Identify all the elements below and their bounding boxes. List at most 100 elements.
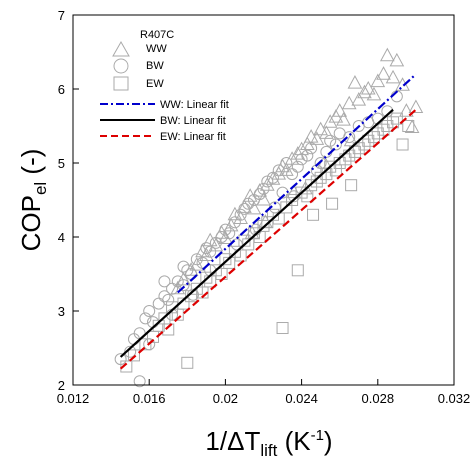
bw-point <box>177 279 190 292</box>
legend-square-marker <box>113 76 129 91</box>
ew-point <box>139 338 152 351</box>
ww-point <box>366 86 382 101</box>
ww-point <box>370 73 386 88</box>
legend-label-ww: WW <box>146 43 167 55</box>
bw-point <box>267 171 280 184</box>
x-tick-label: 0.02 <box>213 391 238 406</box>
ww-point <box>357 84 372 99</box>
ww-point <box>319 125 334 139</box>
ww-point <box>313 121 328 136</box>
y-tick-label: 5 <box>58 156 65 171</box>
ew-point <box>257 219 270 232</box>
ww-point <box>265 171 281 185</box>
x-axis-title-sub: lift <box>260 441 277 459</box>
ew-point <box>286 194 299 206</box>
bw-point <box>280 157 293 169</box>
ew-point <box>396 138 409 151</box>
legend-label-ew-fit: EW: Linear fit <box>160 131 226 143</box>
ew-point <box>307 208 320 221</box>
bw-point <box>139 312 152 325</box>
bw-point <box>301 149 314 162</box>
ew-point <box>377 123 390 136</box>
x-tick-label: 0.032 <box>438 391 471 406</box>
ew-point <box>276 322 289 335</box>
bw-point <box>133 375 146 388</box>
bw-point <box>272 164 285 177</box>
ww-point <box>202 232 218 247</box>
ww-point <box>237 199 252 213</box>
ww-point <box>256 191 271 206</box>
bw-point <box>329 138 342 151</box>
ew-point <box>329 164 342 177</box>
ww-point <box>347 75 363 89</box>
ew-point <box>291 264 304 277</box>
ww-point <box>322 114 338 128</box>
ew-point <box>120 360 133 373</box>
x-tick-label: 0.012 <box>57 391 90 406</box>
ew-point <box>234 249 247 262</box>
bw-point <box>181 264 194 277</box>
ww-point <box>199 247 214 261</box>
ew-point <box>310 175 323 188</box>
y-tick-label: 7 <box>58 8 65 23</box>
bw-point <box>228 216 241 229</box>
y-tick-label: 3 <box>58 304 65 319</box>
ww-point <box>389 52 405 67</box>
ew-point <box>162 323 175 336</box>
ww-point <box>376 66 391 80</box>
x-axis-title-main: 1/ΔT <box>205 426 260 456</box>
ww-point <box>360 80 376 95</box>
ew-fit-line <box>119 108 417 370</box>
legend-circle-marker <box>113 58 129 74</box>
ew-point <box>402 120 415 132</box>
ww-point <box>351 92 367 106</box>
bw-point <box>177 260 190 273</box>
legend: R407C WW BW EW WW: Linear fit BW: Linear… <box>100 29 229 143</box>
x-tick-label: 0.024 <box>285 391 318 406</box>
ew-point <box>219 253 232 266</box>
ww-point <box>227 206 243 221</box>
ew-point <box>345 179 358 192</box>
bw-point <box>215 231 228 243</box>
legend-label-ew: EW <box>146 78 164 90</box>
ew-point <box>181 356 194 369</box>
bw-fit-line <box>119 108 394 358</box>
bw-point <box>343 131 356 144</box>
x-tick-label: 0.028 <box>362 391 395 406</box>
bw-point <box>291 160 304 173</box>
fit-lines <box>119 73 417 370</box>
legend-label-bw-fit: BW: Linear fit <box>160 115 226 127</box>
bw-point <box>166 282 179 295</box>
y-axis-title-sub: el <box>31 182 50 195</box>
y-axis-title-rest: (-) <box>16 149 46 182</box>
ww-point <box>385 69 401 84</box>
ww-point <box>379 47 395 62</box>
bw-point <box>257 182 270 195</box>
ww-point <box>399 103 414 117</box>
legend-title: R407C <box>140 29 174 41</box>
ew-point <box>200 271 213 284</box>
ew-point <box>348 145 361 158</box>
ew-point <box>127 349 140 362</box>
bw-point <box>223 227 236 240</box>
x-axis-title-unit-close: ) <box>324 426 333 456</box>
bw-point <box>143 305 156 317</box>
ww-point <box>170 280 186 295</box>
ew-point <box>358 138 371 151</box>
bw-point <box>287 190 300 203</box>
y-tick-label: 6 <box>58 82 65 97</box>
ww-point <box>341 95 357 110</box>
bw-point <box>305 142 318 155</box>
legend-label-ww-fit: WW: Linear fit <box>160 99 229 111</box>
ew-point <box>387 116 400 129</box>
ew-point <box>390 112 403 125</box>
bw-point <box>162 293 175 306</box>
x-axis-title-unit-sup: -1 <box>311 427 324 444</box>
data-markers <box>114 47 424 388</box>
ww-point <box>218 230 233 244</box>
bw-point <box>219 223 232 236</box>
bw-point <box>234 208 247 221</box>
ww-point <box>290 146 306 160</box>
ww-point <box>336 112 351 126</box>
